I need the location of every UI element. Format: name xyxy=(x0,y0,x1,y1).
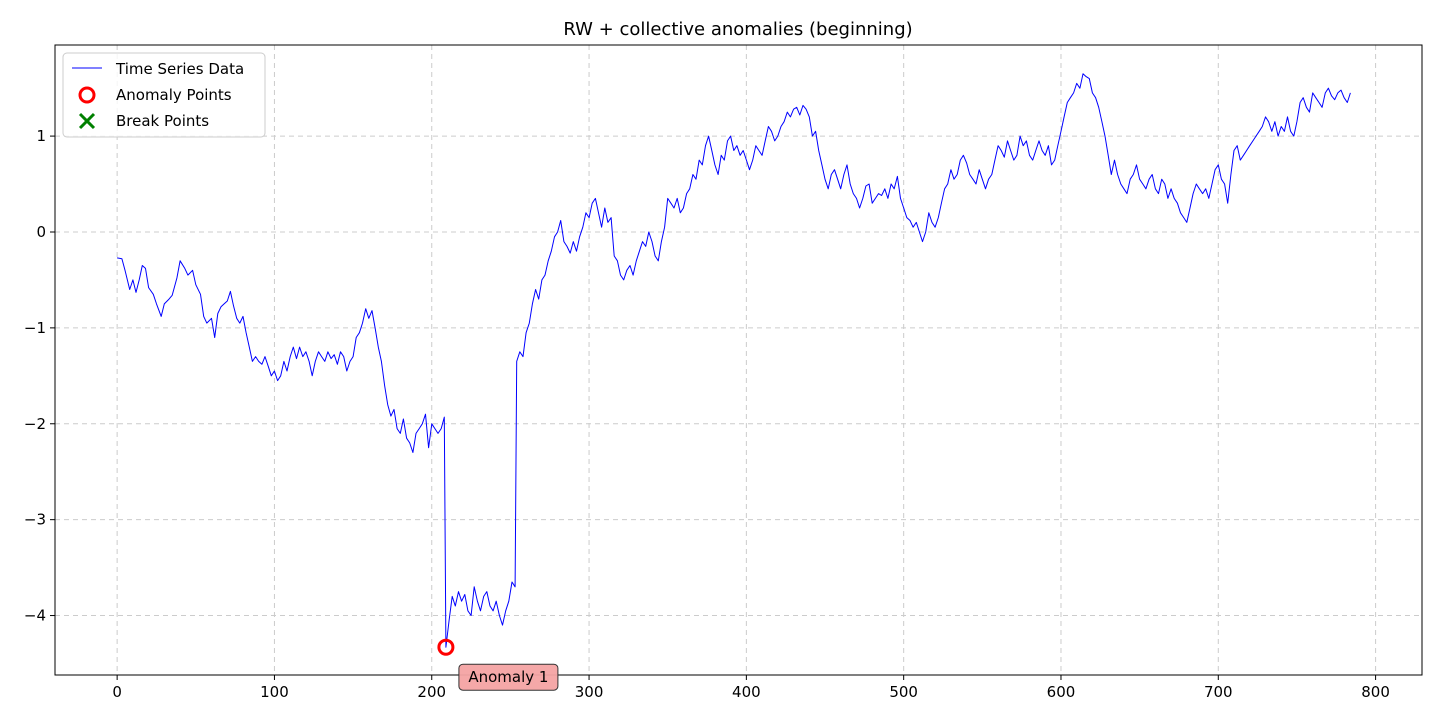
y-tick-label: 0 xyxy=(36,223,46,241)
y-tick-label: −1 xyxy=(24,319,46,337)
series-line-time-series-data xyxy=(117,73,1351,648)
y-tick-label: −2 xyxy=(24,415,46,433)
y-tick-label: −4 xyxy=(24,607,46,625)
legend-label-break: Break Points xyxy=(116,112,209,130)
legend-label-anomaly: Anomaly Points xyxy=(116,86,232,104)
legend: Time Series Data Anomaly Points Break Po… xyxy=(62,52,266,138)
plot-frame xyxy=(54,44,1423,676)
annotation-text: Anomaly 1 xyxy=(468,668,548,686)
y-tick-label: 1 xyxy=(36,127,46,145)
x-tick-label: 300 xyxy=(575,683,604,701)
annotations: Anomaly 1 xyxy=(458,663,559,691)
y-axis: −4 −3 −2 −1 0 1 xyxy=(24,127,55,625)
x-tick-label: 700 xyxy=(1204,683,1233,701)
legend-anomaly-marker xyxy=(78,86,96,104)
plot-area xyxy=(117,73,1351,656)
annotation-box xyxy=(458,663,559,691)
x-tick-label: 200 xyxy=(417,683,446,701)
legend-box xyxy=(62,52,266,138)
annotation-label: Anomaly 1 xyxy=(458,663,559,691)
anomaly-point-marker xyxy=(437,638,455,656)
chart-title: RW + collective anomalies (beginning) xyxy=(563,19,912,40)
x-tick-label: 400 xyxy=(732,683,761,701)
x-axis: 0 100 200 300 400 500 600 700 800 xyxy=(112,675,1390,701)
y-tick-label: −3 xyxy=(24,511,46,529)
legend-break-marker xyxy=(78,112,96,130)
x-tick-label: 0 xyxy=(112,683,122,701)
x-tick-label: 500 xyxy=(889,683,918,701)
x-tick-label: 800 xyxy=(1361,683,1390,701)
x-tick-label: 100 xyxy=(260,683,289,701)
legend-label-series: Time Series Data xyxy=(115,60,244,78)
grid xyxy=(55,45,1422,675)
x-tick-label: 600 xyxy=(1047,683,1076,701)
